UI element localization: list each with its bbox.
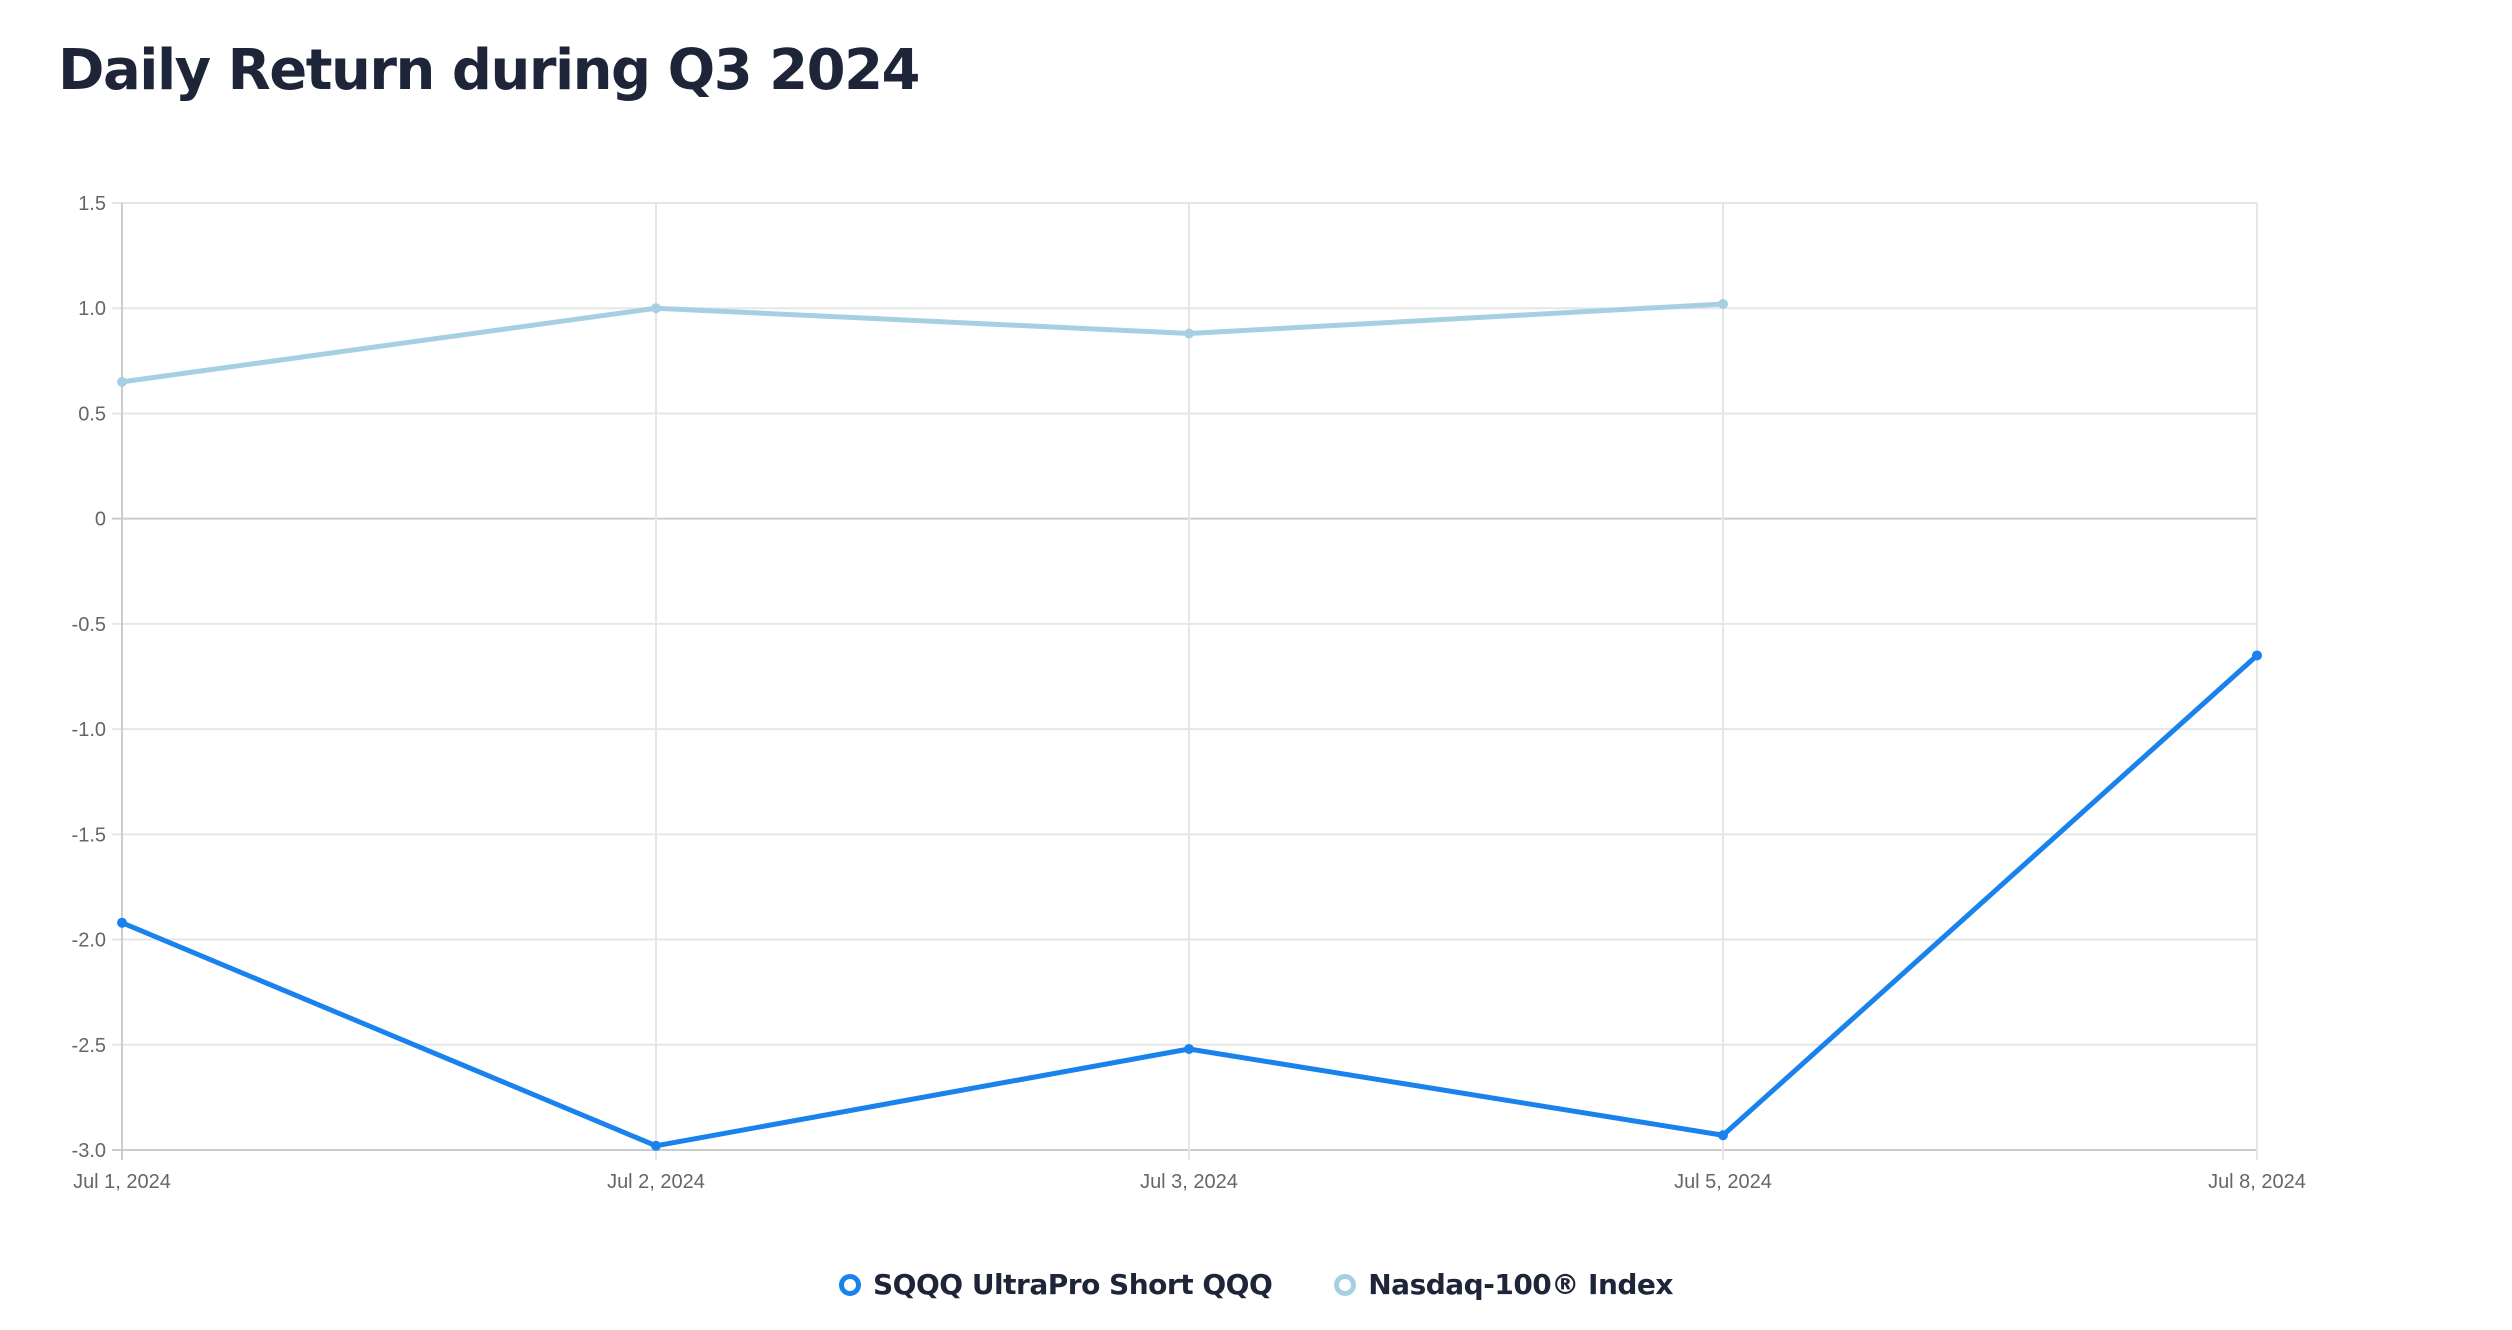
nasdaq-line [119, 301, 1726, 385]
x-tick-label: Jul 3, 2024 [1140, 1171, 1238, 1193]
y-tick-label: -1.0 [72, 719, 106, 741]
data-point[interactable] [651, 303, 661, 314]
legend-item-sqqq[interactable]: SQQQ UltraPro Short QQQ [839, 1268, 1273, 1301]
data-point[interactable] [1184, 328, 1194, 339]
y-tick-label: -1.5 [72, 824, 106, 846]
y-tick-label: 0 [95, 509, 106, 531]
x-tick-label: Jul 8, 2024 [2208, 1171, 2306, 1193]
x-axis: Jul 1, 2024 Jul 2, 2024 Jul 3, 2024 Jul 5, … [73, 1171, 2306, 1193]
y-tick-label: -3.0 [72, 1140, 106, 1162]
data-point[interactable] [1184, 1043, 1194, 1054]
legend-item-nasdaq[interactable]: Nasdaq-100® Index [1334, 1268, 1673, 1301]
circle-outline-icon [839, 1273, 861, 1296]
legend-label: SQQQ UltraPro Short QQQ [873, 1268, 1273, 1301]
line-chart: 1.5 1.0 0.5 0 -0.5 -1.0 -1.5 -2.0 -2.5 -3.0 Jul 1… [72, 193, 2306, 1193]
data-point[interactable] [1718, 299, 1728, 310]
y-tick-label: -2.0 [72, 930, 106, 952]
y-tick-label: 1.5 [78, 193, 106, 215]
data-point[interactable] [2252, 650, 2262, 661]
chart-title: Daily Return during Q3 2024 [58, 38, 921, 103]
data-point[interactable] [117, 376, 127, 387]
data-point[interactable] [1718, 1130, 1728, 1141]
chart-series [117, 299, 2262, 1151]
chart-legend: SQQQ UltraPro Short QQQ Nasdaq-100® Inde… [0, 1268, 2512, 1301]
x-tick-label: Jul 2, 2024 [607, 1171, 705, 1193]
x-tick-label: Jul 1, 2024 [73, 1171, 171, 1193]
circle-outline-icon [1334, 1273, 1357, 1296]
x-tick-label: Jul 5, 2024 [1674, 1171, 1772, 1193]
chart-grid [112, 202, 2258, 1160]
y-tick-label: 0.5 [78, 403, 106, 425]
y-tick-label: 1.0 [78, 298, 106, 320]
data-point[interactable] [117, 917, 127, 928]
y-axis: 1.5 1.0 0.5 0 -0.5 -1.0 -1.5 -2.0 -2.5 -3.0 [72, 193, 106, 1162]
y-tick-label: -2.5 [72, 1035, 106, 1057]
data-point[interactable] [651, 1140, 661, 1151]
legend-label: Nasdaq-100® Index [1368, 1268, 1673, 1301]
y-tick-label: -0.5 [72, 614, 106, 636]
